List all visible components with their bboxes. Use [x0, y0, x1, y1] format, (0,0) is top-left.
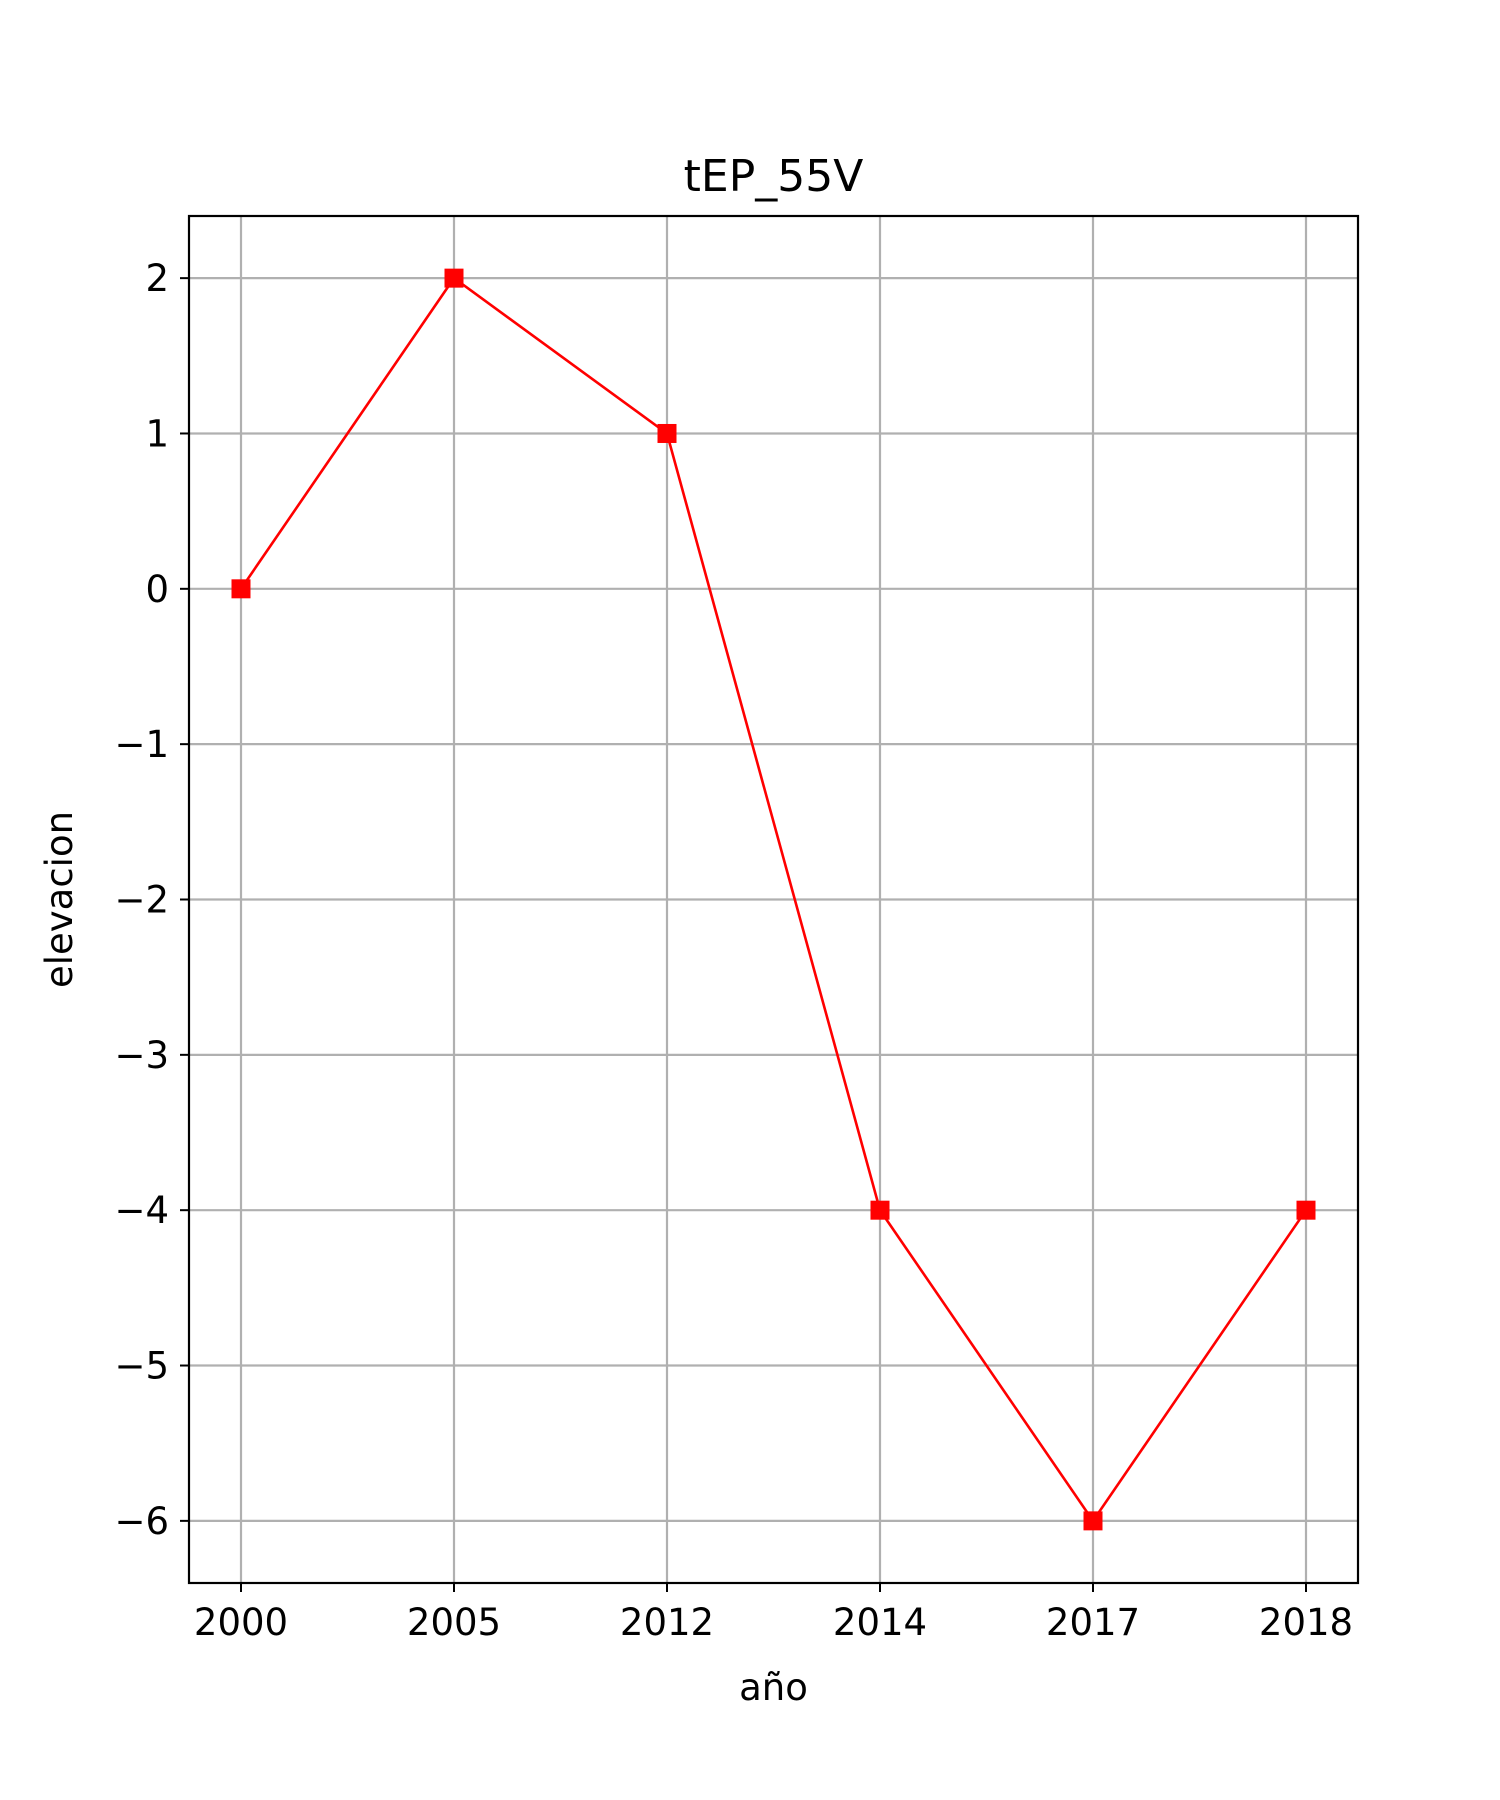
- x-tick-label: 2014: [833, 1601, 927, 1644]
- data-point-marker: [1083, 1511, 1103, 1531]
- x-tick-label: 2005: [407, 1601, 501, 1644]
- y-tick-label: −6: [114, 1500, 169, 1543]
- y-tick-label: 0: [145, 568, 169, 611]
- x-axis-label: año: [739, 1666, 808, 1709]
- series-line: [239, 276, 1308, 1524]
- series-line-layer: [231, 268, 1316, 1531]
- data-point-marker: [444, 268, 464, 288]
- data-point-marker: [657, 423, 677, 443]
- data-point-marker: [870, 1200, 890, 1220]
- x-tick-label: 2000: [194, 1601, 288, 1644]
- y-tick-label: −1: [114, 723, 169, 766]
- y-tick-label: −2: [114, 879, 169, 922]
- x-tick-label: 2018: [1259, 1601, 1353, 1644]
- data-point-marker: [1296, 1200, 1316, 1220]
- axis-ticks: 2000 2005 2012 2014 2017 2018 2 1 0 −1 −2 −3 −4 −5 −6: [114, 257, 1353, 1644]
- y-axis-label: elevacion: [38, 811, 81, 988]
- y-tick-label: −5: [114, 1345, 169, 1388]
- y-tick-label: 2: [145, 257, 169, 300]
- y-tick-label: −3: [114, 1034, 169, 1077]
- x-tick-label: 2017: [1046, 1601, 1140, 1644]
- data-point-marker: [231, 579, 251, 599]
- y-tick-label: −4: [114, 1189, 169, 1232]
- x-tick-label: 2012: [620, 1601, 714, 1644]
- chart-title: tEP_55V: [684, 151, 864, 202]
- y-tick-label: 1: [145, 412, 169, 455]
- grid: [189, 216, 1358, 1583]
